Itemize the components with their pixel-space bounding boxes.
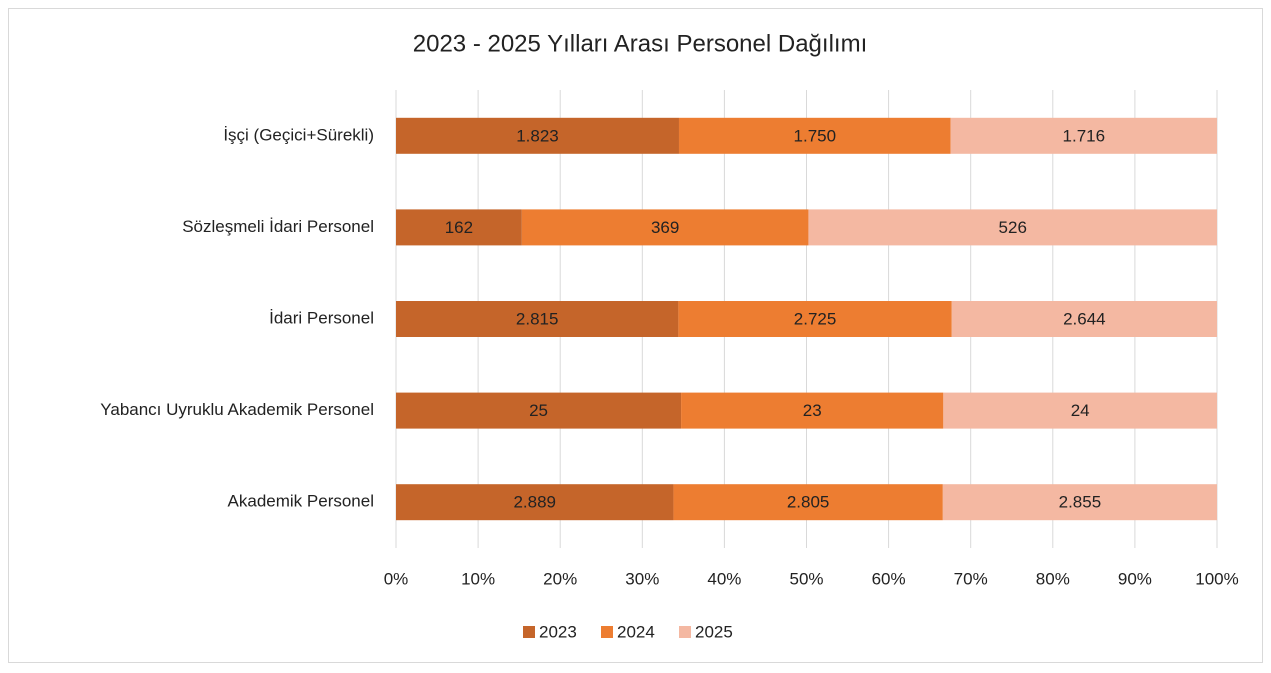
y-tick-label: İşçi (Geçici+Sürekli) xyxy=(223,125,374,144)
x-tick-label: 80% xyxy=(1036,569,1070,588)
x-tick-label: 40% xyxy=(707,569,741,588)
bar-segment xyxy=(950,117,1217,154)
y-tick-label: İdari Personel xyxy=(269,308,374,327)
x-tick-label: 0% xyxy=(384,569,409,588)
bar-segment xyxy=(521,209,809,246)
y-tick-label: Yabancı Uyruklu Akademik Personel xyxy=(100,400,374,419)
x-tick-label: 30% xyxy=(625,569,659,588)
legend-label: 2025 xyxy=(695,622,733,641)
data-label: 23 xyxy=(803,401,822,420)
data-label: 1.750 xyxy=(794,126,837,145)
x-tick-label: 60% xyxy=(872,569,906,588)
data-label: 2.725 xyxy=(794,309,837,328)
data-label: 2.815 xyxy=(516,309,559,328)
data-label: 2.889 xyxy=(513,493,556,512)
x-tick-label: 50% xyxy=(789,569,823,588)
x-tick-label: 10% xyxy=(461,569,495,588)
data-label: 369 xyxy=(651,218,679,237)
data-label: 162 xyxy=(445,218,473,237)
y-tick-label: Sözleşmeli İdari Personel xyxy=(182,217,374,236)
data-label: 2.855 xyxy=(1059,493,1102,512)
bar-segment xyxy=(396,392,682,429)
legend-swatch xyxy=(523,626,535,638)
data-label: 1.716 xyxy=(1063,126,1106,145)
legend-label: 2023 xyxy=(539,622,577,641)
data-label: 1.823 xyxy=(516,126,559,145)
legend-swatch xyxy=(601,626,613,638)
x-tick-label: 20% xyxy=(543,569,577,588)
bar-segment xyxy=(943,392,1217,429)
data-label: 526 xyxy=(999,218,1027,237)
bar-segment xyxy=(678,301,952,337)
bar-segment xyxy=(673,484,943,521)
bar-segment xyxy=(942,484,1217,521)
legend-label: 2024 xyxy=(617,622,655,641)
bar-segment xyxy=(951,301,1217,337)
x-tick-label: 100% xyxy=(1195,569,1238,588)
data-label: 24 xyxy=(1071,401,1090,420)
chart-title: 2023 - 2025 Yılları Arası Personel Dağıl… xyxy=(413,30,867,57)
bar-segment xyxy=(681,392,944,429)
bar-segment xyxy=(678,117,951,154)
bar-segment xyxy=(396,209,522,246)
x-tick-label: 90% xyxy=(1118,569,1152,588)
data-label: 25 xyxy=(529,401,548,420)
bar-segment xyxy=(808,209,1217,246)
bar-segment xyxy=(396,117,679,154)
x-tick-label: 70% xyxy=(954,569,988,588)
data-label: 2.805 xyxy=(787,493,830,512)
bar-segment xyxy=(396,484,674,521)
legend-swatch xyxy=(679,626,691,638)
data-label: 2.644 xyxy=(1063,309,1106,328)
y-tick-label: Akademik Personel xyxy=(228,492,374,511)
bar-segment xyxy=(396,301,679,337)
